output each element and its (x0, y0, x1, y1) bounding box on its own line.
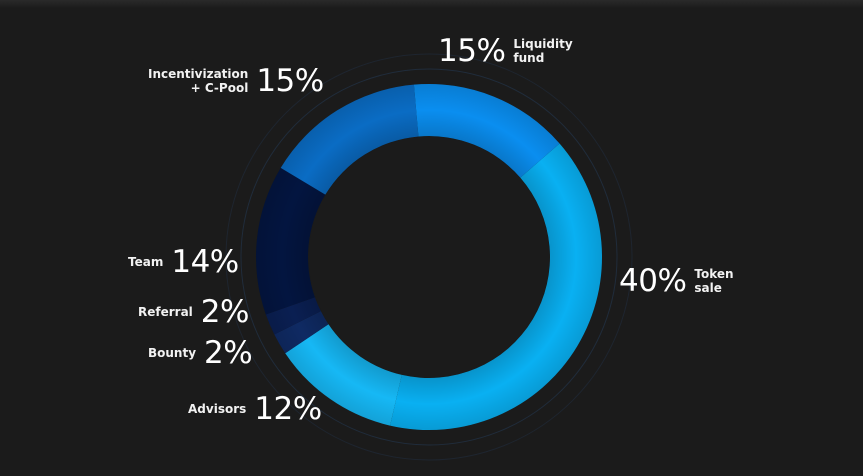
label-referral: Referral 2% (138, 297, 249, 328)
donut-hole (308, 136, 550, 378)
pct-team: 14% (171, 244, 239, 280)
pct-liquidity-fund: 15% (438, 33, 506, 69)
label-token-sale: 40% Token sale (619, 266, 734, 297)
top-bar (0, 0, 863, 8)
pct-advisors: 12% (254, 391, 322, 427)
label-advisors: Advisors 12% (188, 394, 322, 425)
pct-incentivization: 15% (256, 63, 324, 99)
label-team: Team 14% (128, 247, 239, 278)
name-token-line1: Token (694, 266, 734, 281)
name-team: Team (128, 254, 164, 269)
guide-ring (240, 68, 618, 446)
donut-slices (255, 83, 603, 431)
name-token-sale: Token sale (694, 266, 734, 296)
name-liquidity-line2: fund (513, 50, 545, 65)
guide-ring (225, 53, 633, 461)
name-incent-line2: + C-Pool (190, 80, 249, 95)
pct-bounty: 2% (204, 335, 253, 371)
guide-rings (225, 53, 633, 461)
name-token-line2: sale (694, 280, 722, 295)
ring-shading (255, 83, 603, 430)
name-incent-line1: Incentivization (148, 66, 249, 81)
name-bounty: Bounty (148, 345, 197, 360)
name-referral: Referral (138, 304, 193, 319)
pct-token-sale: 40% (619, 263, 687, 299)
label-incentivization: Incentivization + C-Pool 15% (148, 66, 324, 97)
pct-referral: 2% (200, 294, 250, 330)
label-bounty: Bounty 2% (148, 335, 253, 371)
name-incentivization: Incentivization + C-Pool (148, 66, 249, 96)
name-liquidity-line1: Liquidity (513, 36, 573, 51)
name-liquidity-fund: Liquidity fund (513, 36, 573, 66)
label-liquidity-fund: 15% Liquidity fund (438, 36, 573, 67)
name-advisors: Advisors (188, 401, 247, 416)
